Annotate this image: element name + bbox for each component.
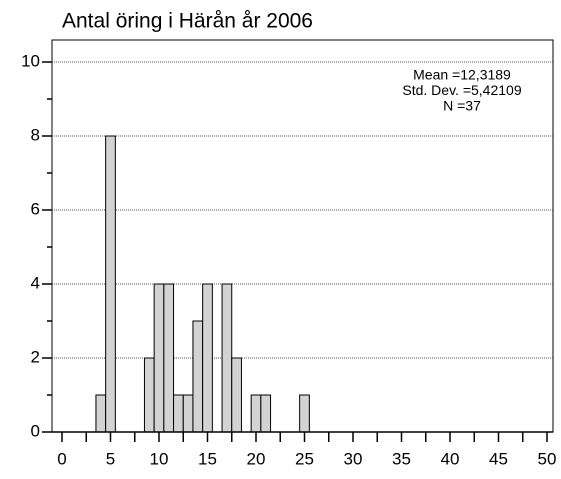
bar <box>95 394 107 433</box>
stat-annotation: Std. Dev. =5,42109 <box>402 82 521 98</box>
bar <box>250 394 262 433</box>
y-tick-label: 2 <box>31 347 40 366</box>
bar <box>260 394 272 433</box>
bar <box>182 394 194 433</box>
x-tick-label: 30 <box>344 449 363 468</box>
bar <box>143 357 155 433</box>
x-tick-label: 0 <box>57 449 66 468</box>
x-tick-label: 45 <box>489 449 508 468</box>
y-tick-label: 8 <box>31 125 40 144</box>
y-tick-label: 6 <box>31 199 40 218</box>
bar <box>221 283 233 433</box>
bar <box>153 283 165 433</box>
y-tick-label: 0 <box>31 421 40 440</box>
x-tick-label: 50 <box>538 449 557 468</box>
x-tick-label: 15 <box>198 449 217 468</box>
y-tick-label: 10 <box>21 51 40 70</box>
bar <box>231 357 242 433</box>
x-tick-label: 25 <box>295 449 314 468</box>
chart-title: Antal öring i Härån år 2006 <box>62 10 313 33</box>
bar <box>105 135 116 433</box>
bar <box>202 283 213 433</box>
x-tick-label: 35 <box>392 449 411 468</box>
stat-annotation: Mean =12,3189 <box>413 67 511 83</box>
x-tick-label: 40 <box>441 449 460 468</box>
y-tick-label: 4 <box>31 273 40 292</box>
bar <box>173 394 184 433</box>
bar <box>192 320 204 433</box>
bar <box>163 283 175 433</box>
x-tick-label: 20 <box>247 449 266 468</box>
x-tick-label: 5 <box>106 449 115 468</box>
stat-annotation: N =37 <box>443 98 481 114</box>
bar <box>299 394 310 433</box>
x-tick-label: 10 <box>150 449 169 468</box>
